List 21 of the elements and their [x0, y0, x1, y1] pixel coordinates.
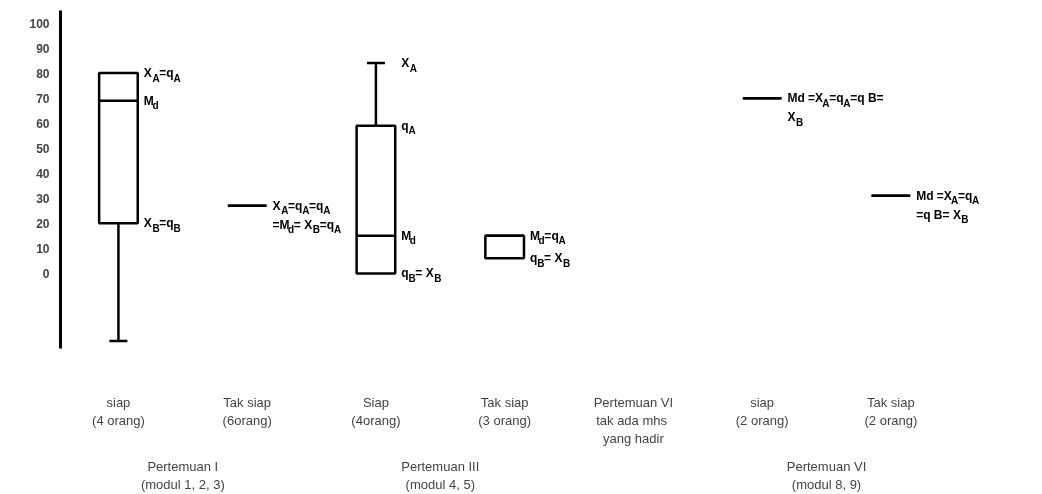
y-tick-label: 60 — [36, 116, 50, 131]
text: Pertemuan VI (modul 8, 9) — [786, 458, 867, 492]
x-tick-label: Siap (4orang) — [351, 394, 401, 428]
x-tick-label: siap (4 orang) — [92, 394, 145, 428]
y-tick-label: 20 — [36, 216, 50, 231]
x-tick-label: siap (2 orang) — [735, 394, 789, 428]
y-tick-label: 40 — [36, 166, 50, 181]
x-tick-label: Tak siap (6orang) — [222, 394, 272, 428]
y-tick-label: 80 — [36, 66, 50, 81]
y-tick-label: 30 — [36, 191, 50, 206]
y-tick-label: 50 — [36, 141, 50, 156]
text: Pertemuan III (modul 4, 5) — [401, 458, 480, 492]
y-tick-label: 10 — [36, 241, 50, 256]
y-tick-label: 90 — [36, 41, 50, 56]
y-tick-label: 0 — [42, 266, 50, 281]
x-tick-label: Tak siap (3 orang) — [478, 394, 532, 428]
x-tick-label: Pertemuan VI tak ada mhs yang hadir — [593, 394, 674, 446]
x-tick-label: Tak siap (2 orang) — [864, 394, 918, 428]
text: Pertemuan I (modul 1, 2, 3) — [140, 458, 225, 492]
y-tick-label: 70 — [36, 91, 50, 106]
y-tick-label: 100 — [29, 16, 50, 31]
